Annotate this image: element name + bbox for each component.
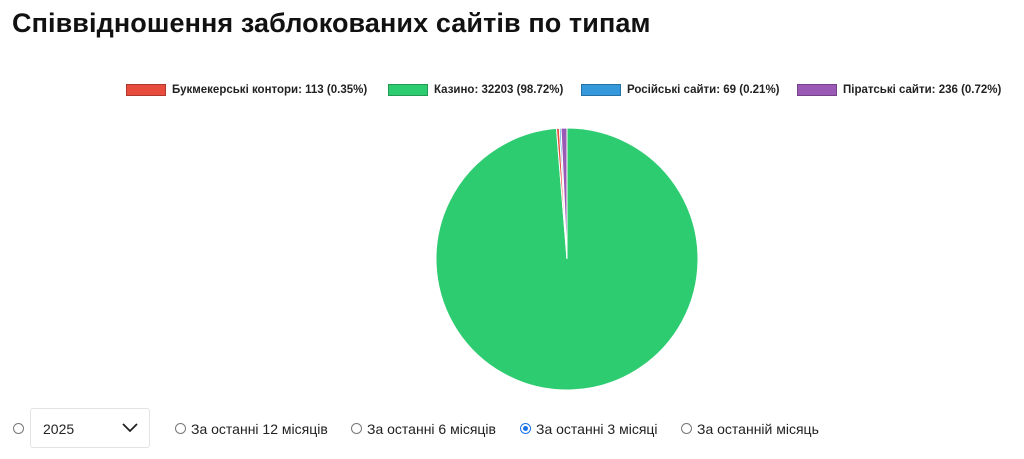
legend-swatch [388, 84, 428, 96]
pie-chart [435, 127, 699, 391]
legend-label: Букмекерські контори: 113 (0.35%) [172, 84, 368, 96]
legend-swatch [797, 84, 837, 96]
year-select-value: 2025 [43, 421, 75, 437]
year-radio[interactable] [13, 423, 24, 434]
radio-last-month[interactable] [681, 423, 692, 434]
page-title: Співвідношення заблокованих сайтів по ти… [12, 8, 651, 38]
radio-last-3-months[interactable] [520, 423, 531, 434]
label-last-3-months[interactable]: За останні 3 місяці [536, 421, 658, 437]
legend-label: Піратські сайти: 236 (0.72%) [843, 84, 1002, 96]
chevron-down-icon [122, 423, 138, 433]
label-last-month[interactable]: За останній місяць [697, 421, 819, 437]
pie-slice-піратські-сайти[interactable] [560, 127, 568, 260]
legend-swatch [581, 84, 621, 96]
legend-swatch [126, 84, 166, 96]
legend-item-bookmakers[interactable]: Букмекерські контори: 113 (0.35%) [126, 82, 367, 98]
legend-label: Казино: 32203 (98.72%) [434, 84, 564, 96]
legend-item-pirate-sites[interactable]: Піратські сайти: 236 (0.72%) [797, 82, 1001, 98]
legend-item-casino[interactable]: Казино: 32203 (98.72%) [388, 82, 563, 98]
label-last-12-months[interactable]: За останні 12 місяців [191, 421, 328, 437]
radio-last-6-months[interactable] [351, 423, 362, 434]
period-filter: 2025 За останні 12 місяців За останні 6 … [0, 408, 1024, 448]
year-select[interactable]: 2025 [30, 408, 150, 448]
label-last-6-months[interactable]: За останні 6 місяців [367, 421, 496, 437]
legend-label: Російські сайти: 69 (0.21%) [627, 84, 780, 96]
legend-item-russian-sites[interactable]: Російські сайти: 69 (0.21%) [581, 82, 780, 98]
chart-legend: Букмекерські контори: 113 (0.35%) Казино… [0, 82, 1024, 98]
radio-last-12-months[interactable] [175, 423, 186, 434]
